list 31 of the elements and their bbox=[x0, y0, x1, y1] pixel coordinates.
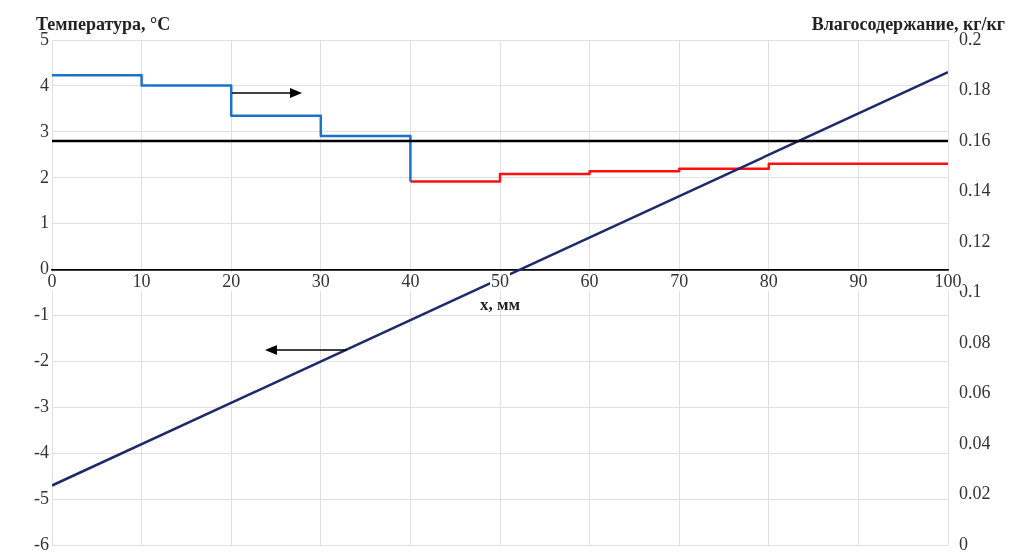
x-tick-label: 30 bbox=[311, 271, 330, 292]
y-tick-label: -6 bbox=[34, 533, 49, 554]
x-tick-label: 20 bbox=[222, 271, 241, 292]
y2-tick-label: 0.02 bbox=[959, 483, 991, 504]
x-tick-label: 50 bbox=[491, 271, 509, 292]
x-tick-label: 90 bbox=[849, 271, 868, 292]
x-tick-label: 80 bbox=[759, 271, 778, 292]
y-tick-label: -2 bbox=[34, 350, 49, 371]
y-tick-label: 3 bbox=[40, 120, 49, 141]
x-tick-label: 60 bbox=[580, 271, 599, 292]
x-tick-label: 10 bbox=[132, 271, 151, 292]
y-tick-label: 2 bbox=[40, 166, 49, 187]
x-tick-label: 40 bbox=[401, 271, 420, 292]
y-tick-label: -5 bbox=[34, 488, 49, 509]
y2-tick-label: 0.14 bbox=[959, 180, 991, 201]
y-tick-label: 1 bbox=[40, 212, 49, 233]
y2-tick-label: 0.18 bbox=[959, 79, 991, 100]
x-tick-label: 70 bbox=[670, 271, 689, 292]
y-axis-title: Температура, °C bbox=[36, 14, 171, 34]
y-tick-label: -1 bbox=[34, 304, 49, 325]
y-tick-label: -3 bbox=[34, 396, 49, 417]
y2-tick-label: 0.12 bbox=[959, 230, 991, 251]
y2-tick-label: 0.16 bbox=[959, 129, 991, 150]
x-axis-title: x, мм bbox=[479, 294, 521, 314]
y2-tick-label: 0.06 bbox=[959, 382, 991, 403]
y2-tick-label: 0.04 bbox=[959, 432, 991, 453]
y-tick-label: 4 bbox=[40, 74, 49, 95]
y2-tick-label: 0.08 bbox=[959, 331, 991, 352]
y-tick-label: 0 bbox=[40, 258, 49, 279]
y-tick-label: -4 bbox=[34, 442, 49, 463]
y2-tick-label: 0 bbox=[959, 533, 968, 554]
